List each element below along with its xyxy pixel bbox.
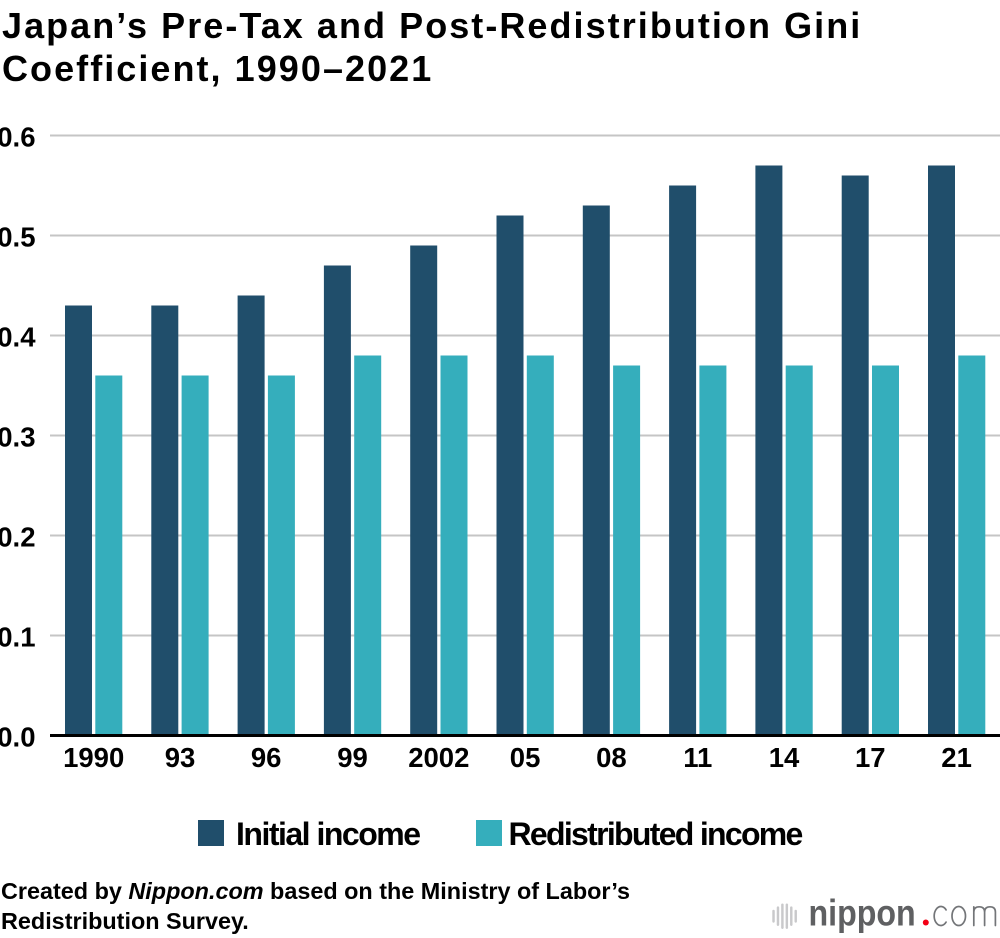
svg-text:99: 99 — [337, 742, 368, 773]
svg-text:0.1: 0.1 — [0, 622, 36, 653]
svg-text:08: 08 — [596, 742, 627, 773]
svg-text:0.2: 0.2 — [0, 522, 36, 553]
svg-text:2002: 2002 — [408, 742, 469, 773]
svg-text:05: 05 — [510, 742, 541, 773]
svg-text:1990: 1990 — [63, 742, 124, 773]
svg-text:nippon: nippon — [809, 894, 916, 935]
svg-text:93: 93 — [165, 742, 196, 773]
svg-text:11: 11 — [683, 742, 712, 773]
svg-text:0.3: 0.3 — [0, 422, 36, 453]
svg-text:14: 14 — [769, 742, 800, 773]
svg-text:0.5: 0.5 — [0, 222, 36, 253]
svg-text:0.0: 0.0 — [0, 722, 36, 753]
svg-text:17: 17 — [855, 742, 886, 773]
svg-text:96: 96 — [251, 742, 282, 773]
svg-text:0.4: 0.4 — [0, 322, 36, 353]
svg-text:0.6: 0.6 — [0, 122, 36, 153]
svg-text:21: 21 — [941, 742, 972, 773]
